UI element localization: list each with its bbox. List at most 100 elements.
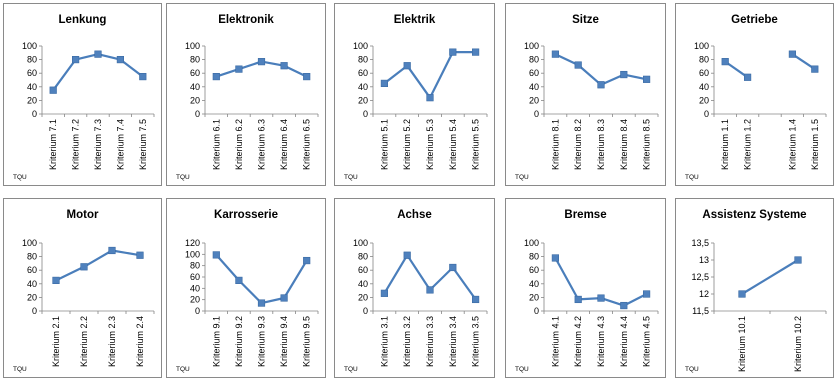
y-tick-label: 40 [358, 279, 368, 289]
data-point [449, 263, 457, 272]
chart-title: Elektrik [393, 14, 436, 26]
x-axis-title: TQU [13, 366, 27, 373]
y-tick-label: 12,5 [691, 272, 709, 282]
x-tick-label: Kriterium 3.3 [425, 316, 435, 367]
chart-panel: 0 20 40 60 80 100 120 Kriterium 9.1 Kriterium 9.… [166, 198, 326, 378]
plot-area: 0 20 40 60 80 100 Kriterium 4.1 Kriterium 4.2 Kr… [524, 238, 659, 367]
y-tick-label: 40 [27, 279, 37, 289]
x-tick-label: Kriterium 2.1 [51, 316, 61, 367]
x-tick-label: Kriterium 6.5 [302, 119, 312, 170]
chart-title: Achse [397, 209, 432, 221]
data-point [235, 276, 243, 284]
chart-panel: 0 20 40 60 80 100 Kriterium 6.1 Kriterium 6.2 Kr… [166, 3, 326, 186]
data-point [380, 79, 388, 87]
data-point [136, 251, 144, 259]
y-tick-label: 20 [358, 95, 368, 105]
x-tick-label: Kriterium 6.1 [211, 119, 221, 170]
data-point [744, 73, 752, 81]
x-tick-label: Kriterium 2.3 [107, 316, 117, 367]
data-point [472, 295, 480, 304]
y-tick-label: 20 [358, 292, 368, 302]
x-tick-label: Kriterium 5.5 [471, 119, 481, 170]
plot-area: 0 20 40 60 80 100 Kriterium 2.1 Kriterium 2.2 Kr… [22, 238, 155, 367]
x-tick-label: Kriterium 8.4 [619, 119, 629, 170]
x-tick-label: Kriterium 3.2 [402, 316, 412, 367]
series-line [724, 60, 749, 79]
plot-area: 0 20 40 60 80 100 Kriterium 6.1 Kriterium 6.2 Kr… [185, 41, 319, 170]
data-point [280, 62, 288, 70]
y-tick-label: 0 [704, 109, 709, 119]
series-line [52, 53, 144, 91]
data-point [235, 65, 243, 73]
y-tick-label: 40 [190, 283, 200, 293]
x-tick-label: Kriterium 4.2 [573, 316, 583, 367]
x-axis-title: TQU [685, 174, 699, 181]
data-point [52, 276, 60, 284]
x-tick-label: Kriterium 5.4 [448, 119, 458, 170]
y-tick-label: 60 [27, 265, 37, 275]
plot-area: 0 20 40 60 80 100 Kriterium 7.1 Kriterium 7.2 Kr… [22, 41, 155, 170]
data-point [811, 65, 819, 73]
data-point [426, 94, 434, 102]
data-point [303, 73, 311, 81]
x-tick-label: Kriterium 5.3 [425, 119, 435, 170]
y-tick-label: 0 [32, 306, 37, 316]
chart-panel: 0 20 40 60 80 100 Kriterium 5.1 Kriterium 5.2 Kr… [334, 3, 495, 186]
y-tick-label: 0 [534, 306, 539, 316]
data-point [794, 256, 802, 264]
x-tick-label: Kriterium 7.5 [138, 119, 148, 170]
y-tick-label: 40 [699, 82, 709, 92]
data-point [738, 290, 746, 298]
data-point [403, 251, 411, 259]
y-tick-label: 0 [195, 109, 200, 119]
x-tick-label: Kriterium 5.1 [379, 119, 389, 170]
x-tick-label: Kriterium 4.1 [550, 316, 560, 367]
chart-title: Bremse [564, 209, 607, 221]
y-tick-label: 20 [27, 292, 37, 302]
y-tick-label: 20 [529, 292, 539, 302]
plot-area: 0 20 40 60 80 100 Kriterium 8.1 Kriterium 8.2 Kr… [524, 41, 659, 170]
x-tick-label: Kriterium 1.2 [743, 119, 753, 170]
x-axis-title: TQU [13, 174, 27, 181]
y-tick-label: 20 [699, 95, 709, 105]
data-point [597, 294, 605, 302]
chart-panel: 11,5 12 12,5 13 13,5 Kriterium 10.1 Kriterium … [675, 198, 834, 378]
y-tick-label: 60 [190, 272, 200, 282]
plot-area: 0 20 40 60 80 100 Kriterium 1.1 Kriterium 1.2 Kr… [694, 41, 827, 170]
data-point [303, 256, 311, 265]
x-tick-label: Kriterium 1.5 [810, 119, 820, 170]
x-tick-label: Kriterium 9.2 [234, 316, 244, 367]
series-line [791, 53, 816, 71]
data-point [620, 70, 628, 79]
data-point [280, 294, 288, 302]
data-point [257, 58, 266, 66]
data-point [72, 55, 80, 64]
y-tick-label: 120 [185, 238, 200, 248]
x-tick-label: Kriterium 5.2 [402, 119, 412, 170]
x-axis-title: TQU [685, 366, 699, 373]
x-tick-label: Kriterium 7.4 [115, 119, 125, 170]
y-tick-label: 80 [27, 55, 37, 65]
y-tick-label: 80 [27, 252, 37, 262]
x-tick-label: Kriterium 2.2 [79, 316, 89, 367]
x-tick-label: Kriterium 1.4 [787, 119, 797, 170]
x-tick-label: Kriterium 8.5 [642, 119, 652, 170]
chart-panel: 0 20 40 60 80 100 Kriterium 4.1 Kriterium 4.2 Kr… [505, 198, 666, 378]
chart-title: Sitze [572, 14, 599, 26]
data-point [403, 62, 411, 70]
x-tick-label: Kriterium 9.5 [302, 316, 312, 367]
y-tick-label: 40 [358, 82, 368, 92]
y-tick-label: 80 [190, 55, 200, 65]
x-tick-label: Kriterium 3.1 [379, 316, 389, 367]
series-line [383, 50, 476, 99]
x-axis-title: TQU [515, 174, 529, 181]
y-tick-label: 12 [699, 289, 709, 299]
x-tick-label: Kriterium 10.2 [793, 316, 803, 372]
x-tick-label: Kriterium 8.3 [596, 119, 606, 170]
data-point [380, 289, 388, 297]
y-tick-label: 80 [358, 252, 368, 262]
y-tick-label: 80 [529, 55, 539, 65]
y-tick-label: 0 [534, 109, 539, 119]
y-tick-label: 40 [529, 82, 539, 92]
y-tick-label: 100 [524, 41, 539, 51]
